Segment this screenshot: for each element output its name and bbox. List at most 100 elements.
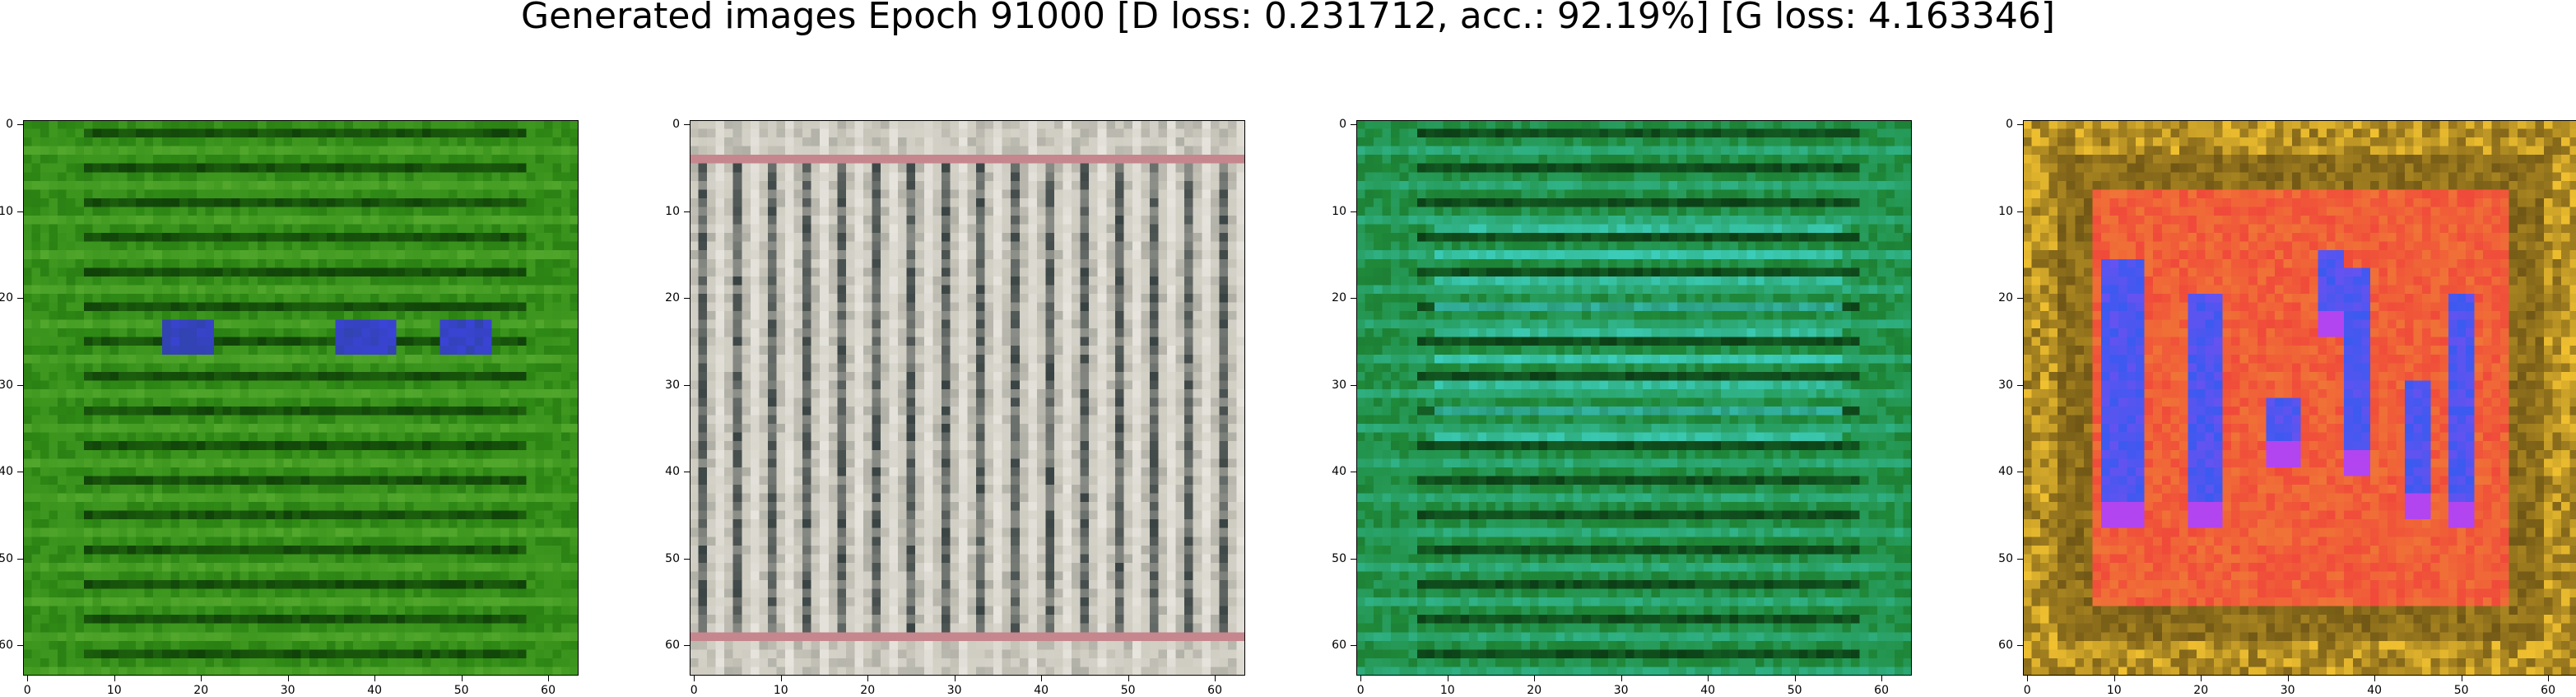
x-tick — [780, 676, 782, 681]
y-tick-label: 0 — [672, 118, 680, 132]
x-tick-label: 30 — [1613, 684, 1629, 697]
generated-image-1 — [23, 120, 579, 676]
x-tick — [867, 676, 869, 681]
x-tick — [461, 676, 463, 681]
x-tick — [2113, 676, 2115, 681]
x-tick — [201, 676, 202, 681]
image-panel-3: 0 10 20 30 40 50 60 0 10 20 30 40 50 60 — [1332, 118, 1912, 697]
x-tick-label: 60 — [2541, 684, 2555, 697]
x-tick-label: 0 — [690, 684, 698, 697]
x-tick-label: 50 — [1120, 684, 1136, 697]
x-tick-label: 10 — [1439, 684, 1455, 697]
y-tick — [17, 298, 23, 300]
x-tick — [1881, 676, 1883, 681]
x-tick — [114, 676, 115, 681]
generated-image-3 — [1356, 120, 1912, 676]
y-tick — [2017, 558, 2023, 560]
x-tick — [1041, 676, 1043, 681]
x-tick — [2027, 676, 2029, 681]
x-tick — [1215, 676, 1216, 681]
y-tick — [684, 645, 690, 647]
y-tick-label: 10 — [1332, 204, 1346, 218]
y-tick — [1351, 384, 1356, 386]
y-tick-label: 40 — [1332, 465, 1346, 479]
y-tick — [2017, 211, 2023, 212]
x-tick-label: 40 — [1034, 684, 1049, 697]
axes-frame — [23, 120, 579, 676]
x-tick-label: 50 — [453, 684, 469, 697]
y-tick-label: 20 — [1998, 291, 2013, 305]
x-tick-label: 40 — [2367, 684, 2383, 697]
generated-image-4 — [2023, 120, 2576, 676]
x-tick — [1794, 676, 1796, 681]
x-tick-label: 20 — [1527, 684, 1542, 697]
y-tick-label: 40 — [665, 465, 680, 479]
x-tick — [954, 676, 956, 681]
x-tick-label: 30 — [2280, 684, 2295, 697]
y-tick — [2017, 124, 2023, 126]
y-tick-label: 0 — [6, 118, 13, 132]
y-tick-label: 40 — [0, 465, 13, 479]
x-tick-label: 60 — [1874, 684, 1889, 697]
x-tick-label: 20 — [860, 684, 876, 697]
y-tick-label: 30 — [0, 378, 13, 392]
y-tick — [1351, 298, 1356, 300]
x-tick-label: 20 — [2193, 684, 2209, 697]
y-tick-label: 20 — [0, 291, 13, 305]
y-tick-label: 40 — [1998, 465, 2013, 479]
x-tick — [694, 676, 695, 681]
x-tick-label: 50 — [1787, 684, 1802, 697]
x-tick — [548, 676, 550, 681]
y-tick-label: 20 — [1332, 291, 1346, 305]
y-tick — [2017, 298, 2023, 300]
y-tick — [2017, 645, 2023, 647]
x-tick — [27, 676, 29, 681]
x-tick — [1708, 676, 1709, 681]
axes-frame — [2023, 120, 2576, 676]
x-tick-label: 60 — [541, 684, 556, 697]
x-tick — [1128, 676, 1129, 681]
y-tick-label: 10 — [1998, 204, 2013, 218]
y-tick — [17, 384, 23, 386]
y-tick-label: 10 — [0, 204, 13, 218]
x-tick-label: 0 — [23, 684, 31, 697]
x-tick — [374, 676, 376, 681]
x-tick-label: 10 — [773, 684, 788, 697]
x-tick — [2287, 676, 2289, 681]
y-tick-label: 50 — [1332, 551, 1346, 565]
y-tick — [684, 558, 690, 560]
y-tick — [1351, 558, 1356, 560]
x-tick-label: 40 — [1700, 684, 1716, 697]
x-tick-label: 30 — [946, 684, 962, 697]
y-tick-label: 30 — [1332, 378, 1346, 392]
y-tick — [684, 211, 690, 212]
x-tick — [287, 676, 289, 681]
y-tick-label: 0 — [2006, 118, 2013, 132]
x-tick-label: 10 — [106, 684, 122, 697]
y-tick-label: 10 — [665, 204, 680, 218]
y-tick — [2017, 384, 2023, 386]
image-panel-2: 0 10 20 30 40 50 60 0 10 20 30 40 50 60 — [665, 118, 1245, 697]
y-tick-label: 50 — [665, 551, 680, 565]
y-tick — [1351, 645, 1356, 647]
x-tick-label: 10 — [2106, 684, 2122, 697]
y-tick-label: 60 — [1332, 639, 1346, 653]
image-panel-4: 0 10 20 30 40 50 60 0 10 20 30 40 50 60 — [1998, 118, 2576, 697]
x-tick — [1620, 676, 1622, 681]
x-tick — [1360, 676, 1362, 681]
x-tick — [2548, 676, 2550, 681]
figure-title: Generated images Epoch 91000 [D loss: 0.… — [520, 0, 2056, 37]
x-tick-label: 30 — [280, 684, 295, 697]
y-tick-label: 0 — [1339, 118, 1346, 132]
y-tick — [1351, 124, 1356, 126]
generated-image-2 — [690, 120, 1245, 676]
x-tick — [2201, 676, 2202, 681]
x-tick-label: 40 — [367, 684, 383, 697]
x-tick — [1534, 676, 1536, 681]
y-tick — [17, 124, 23, 126]
axes-frame — [690, 120, 1245, 676]
x-tick-label: 60 — [1207, 684, 1222, 697]
y-tick-label: 60 — [665, 639, 680, 653]
y-tick-label: 50 — [1998, 551, 2013, 565]
y-tick-label: 50 — [0, 551, 13, 565]
